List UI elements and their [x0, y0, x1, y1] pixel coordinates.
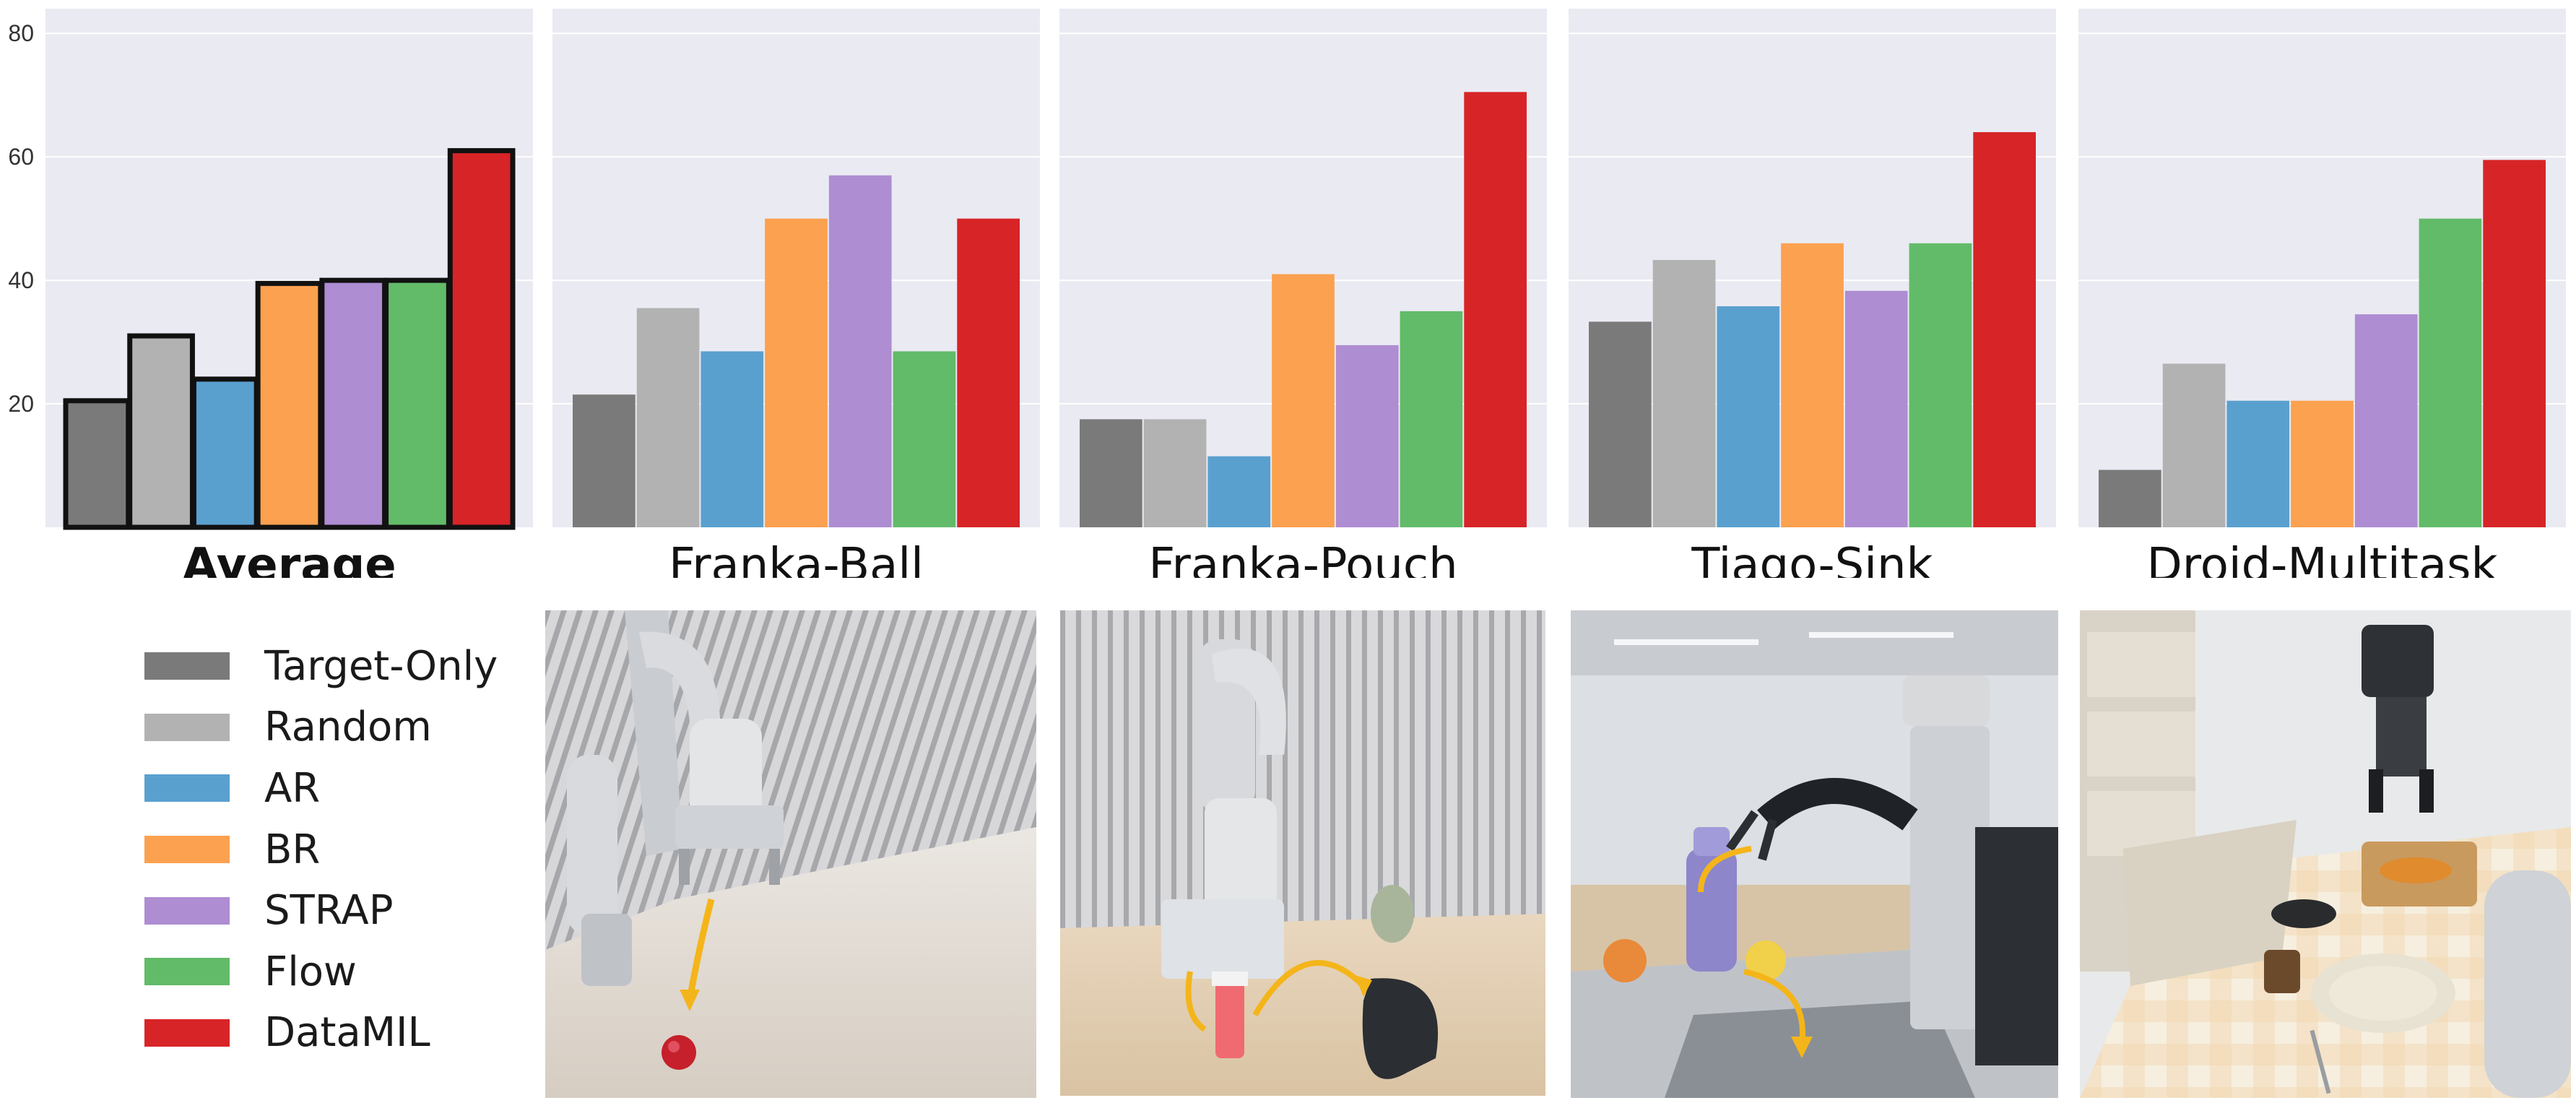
legend-label-ar: AR	[264, 764, 321, 812]
bar-tiago-sink-datamil	[1973, 131, 2036, 527]
photo-droid-multitask	[2080, 610, 2571, 1098]
panel-title-average: Average	[182, 539, 396, 578]
y-tick-label-20: 20	[8, 391, 34, 417]
panel-title-franka-ball: Franka-Ball	[669, 539, 924, 578]
legend-item-ar: AR	[144, 758, 498, 819]
bar-franka-pouch-br	[1272, 274, 1335, 527]
legend-swatch-br	[144, 836, 230, 864]
panel-title-droid-multitask: Droid-Multitask	[2147, 539, 2498, 578]
bar-franka-pouch-ar	[1207, 456, 1271, 527]
bar-average-target-only	[63, 398, 131, 530]
bar-droid-multitask-strap	[2354, 314, 2418, 527]
bar-franka-ball-flow	[893, 351, 956, 527]
bar-franka-pouch-datamil	[1464, 92, 1527, 527]
bar-droid-multitask-random	[2162, 363, 2226, 527]
legend-swatch-target-only	[144, 652, 230, 680]
legend-label-strap: STRAP	[264, 887, 394, 935]
bar-franka-pouch-strap	[1335, 345, 1399, 527]
bar-average-random	[127, 333, 195, 530]
legend-label-datamil: DataMIL	[264, 1009, 430, 1057]
bar-droid-multitask-datamil	[2483, 160, 2546, 527]
legend-swatch-datamil	[144, 1018, 230, 1047]
legend-item-random: Random	[144, 697, 498, 758]
bar-tiago-sink-flow	[1909, 243, 1972, 527]
bar-chart-figure: 20 40 60 80 Average Franka-Ball Franka-Pouch Ti…	[8, 9, 2566, 578]
panel-title-franka-pouch: Franka-Pouch	[1148, 539, 1457, 578]
legend-label-flow: Flow	[264, 948, 357, 995]
legend-item-datamil: DataMIL	[144, 1003, 498, 1064]
bar-tiago-sink-strap	[1844, 290, 1908, 527]
legend-swatch-strap	[144, 896, 230, 925]
legend-item-flow: Flow	[144, 941, 498, 1003]
legend-swatch-random	[144, 713, 230, 741]
legend-label-random: Random	[264, 704, 432, 751]
y-tick-label-40: 40	[8, 267, 34, 293]
bar-franka-ball-random	[636, 308, 700, 527]
legend-item-strap: STRAP	[144, 880, 498, 941]
legend-label-target-only: Target-Only	[264, 642, 498, 690]
legend-swatch-ar	[144, 774, 230, 803]
bar-average-br	[255, 280, 324, 530]
bar-average-ar	[191, 376, 259, 530]
panel-title-tiago-sink: Tiago-Sink	[1691, 539, 1933, 578]
bar-droid-multitask-ar	[2226, 400, 2290, 527]
bar-franka-pouch-random	[1143, 419, 1207, 527]
y-tick-label-60: 60	[8, 144, 34, 170]
bar-franka-ball-target-only	[573, 394, 636, 527]
photo-tiago-sink	[1571, 610, 2058, 1098]
bar-franka-ball-ar	[701, 351, 764, 527]
legend: Target-Only Random AR BR STRAP Flow Data…	[144, 636, 498, 1063]
bar-tiago-sink-br	[1781, 243, 1844, 527]
bar-tiago-sink-target-only	[1589, 321, 1652, 527]
bar-franka-ball-br	[765, 218, 828, 527]
bar-droid-multitask-br	[2291, 400, 2354, 527]
bar-droid-multitask-target-only	[2099, 470, 2161, 527]
bar-average-datamil	[447, 148, 516, 530]
photo-franka-ball	[545, 610, 1036, 1098]
bar-franka-ball-datamil	[957, 218, 1020, 527]
bar-tiago-sink-ar	[1717, 306, 1780, 527]
bar-droid-multitask-flow	[2419, 218, 2482, 527]
bar-franka-ball-strap	[828, 175, 892, 528]
legend-item-target-only: Target-Only	[144, 636, 498, 697]
legend-swatch-flow	[144, 958, 230, 986]
legend-item-br: BR	[144, 819, 498, 881]
y-tick-label-80: 80	[8, 20, 34, 46]
bar-tiago-sink-random	[1652, 259, 1716, 527]
bar-average-flow	[383, 277, 451, 530]
bar-franka-pouch-flow	[1400, 311, 1463, 527]
photo-franka-pouch	[1060, 610, 1545, 1096]
bar-franka-pouch-target-only	[1080, 419, 1142, 527]
legend-label-br: BR	[264, 826, 321, 873]
bar-average-strap	[319, 277, 388, 530]
